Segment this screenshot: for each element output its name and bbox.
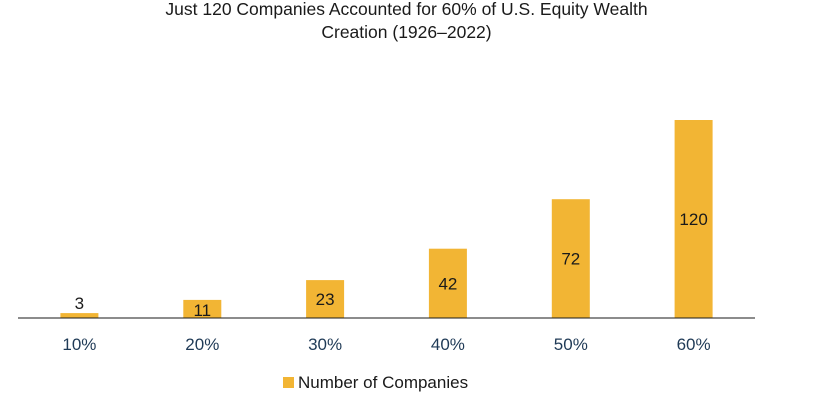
data-label: 11 (193, 301, 211, 320)
data-label: 72 (561, 250, 580, 269)
bar-30pct (306, 280, 345, 318)
x-tick-label: 30% (308, 335, 342, 354)
x-tick-label: 20% (185, 335, 219, 354)
x-tick-label: 50% (554, 335, 588, 354)
x-tick-label: 10% (62, 335, 96, 354)
x-tick-label: 60% (677, 335, 711, 354)
bar-10pct (60, 313, 99, 318)
bar-40pct (428, 248, 467, 318)
data-label: 23 (316, 290, 335, 309)
legend-label: Number of Companies (298, 373, 468, 392)
chart-title-line-1: Just 120 Companies Accounted for 60% of … (165, 0, 648, 19)
legend-swatch (283, 377, 294, 388)
data-label: 120 (679, 210, 707, 229)
bar-50pct (551, 199, 590, 318)
chart-title-line-2: Creation (1926–2022) (321, 22, 492, 42)
bar-20pct (183, 299, 222, 318)
bar-60pct (674, 120, 713, 318)
data-label: 3 (75, 294, 84, 313)
data-label: 42 (438, 274, 457, 293)
x-tick-label: 40% (431, 335, 465, 354)
